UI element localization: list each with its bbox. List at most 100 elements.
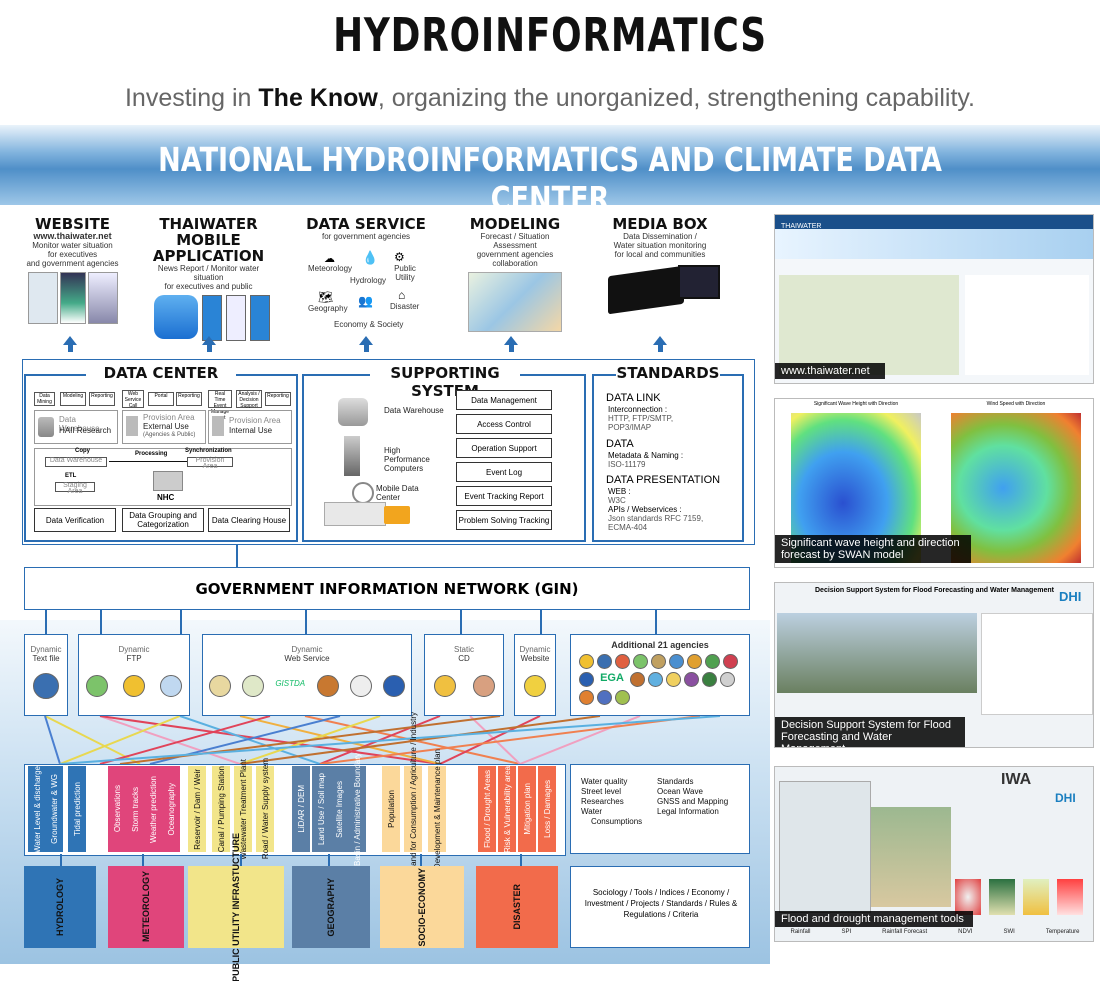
- extra-item: Standards: [657, 777, 694, 786]
- category-name: METEOROLOGY: [141, 871, 151, 943]
- standard-key: Metadata & Naming :: [608, 451, 684, 460]
- channel-sub: Monitor water situation: [32, 241, 113, 250]
- source-format: FTP: [126, 654, 142, 663]
- dc-tab: Reporting: [176, 392, 202, 406]
- agency-logo: [651, 654, 666, 669]
- standard-value: W3C: [608, 496, 626, 505]
- dc-label: Staging Area: [55, 482, 95, 495]
- connector: [305, 610, 307, 634]
- screenshot-caption: www.thaiwater.net: [775, 363, 885, 379]
- extra-item: Water quality: [581, 777, 628, 786]
- agency-logo: [383, 675, 406, 697]
- dhi-logo: DHI: [1055, 791, 1076, 805]
- database-icon: [338, 398, 368, 426]
- category-item: Flood / Drought Areas: [478, 766, 496, 852]
- category-item-label: Weather prediction: [148, 775, 158, 843]
- category-item-label: Land Use / Soil map: [316, 772, 326, 846]
- legend-label: NDVI: [958, 929, 973, 935]
- category-item: Risk & Vulnerability area: [498, 766, 516, 852]
- channel-data-service: DATA SERVICE for government agencies Met…: [306, 215, 426, 329]
- source-web-service: Dynamic Web Service GISTDA: [202, 634, 412, 716]
- page-title: HYDROINFORMATICS: [333, 8, 767, 62]
- dc-tab: Reporting: [89, 392, 115, 406]
- channel-title: DATA SERVICE: [306, 215, 426, 233]
- category-item-label: Road / Water Supply system: [260, 758, 270, 860]
- standard-value: Json standards RFC 7159,: [608, 514, 704, 523]
- category-item-label: Flood / Drought Areas: [482, 770, 492, 848]
- connector: [45, 610, 47, 634]
- category-item-label: Development & Maintenance plan: [432, 748, 442, 870]
- dc-label: External Use: [143, 422, 189, 431]
- standard-key: APIs / Webservices :: [608, 505, 682, 514]
- data-grouping-box: Data Grouping and Categorization: [122, 508, 204, 532]
- agencies-title: Additional 21 agencies: [611, 640, 709, 650]
- index-map: [989, 879, 1015, 915]
- connector: [460, 610, 462, 634]
- flood-drought-screenshot: IWA DHI Flood and drought management too…: [774, 766, 1094, 942]
- category-name: SOCIO-ECONOMY: [417, 867, 427, 947]
- media-box-device: [600, 265, 720, 315]
- category-public-utility-infrastucture: PUBLIC UTILITY INFRASTUCTURE: [188, 833, 284, 981]
- category-geography: GEOGRAPHY: [292, 866, 370, 948]
- category-item-label: Tidal prediction: [72, 782, 82, 836]
- category-item: LiDAR / DEM: [292, 766, 310, 852]
- arrow-line: [109, 461, 187, 462]
- connector: [655, 610, 657, 634]
- legend-label: Rainfall: [790, 929, 811, 935]
- category-item: Satellite Images: [330, 766, 348, 852]
- supporting-system-panel: SUPPORTING SYSTEM Data Warehouse High Pe…: [302, 364, 586, 542]
- source-ftp: Dynamic FTP: [78, 634, 190, 716]
- agency-logo: [524, 675, 546, 697]
- dc-label: Copy: [75, 448, 90, 454]
- channel-media-box: MEDIA BOX Data Dissemination / Water sit…: [600, 216, 720, 315]
- standards-panel: STANDARDS DATA LINK Interconnection : HT…: [592, 364, 744, 542]
- dss-header: Decision Support System for Flood Foreca…: [815, 587, 1054, 594]
- category-meteorology: METEOROLOGY: [108, 866, 184, 948]
- service-item: Geography: [308, 304, 348, 313]
- category-item-label: Mitigation plan: [522, 783, 532, 835]
- up-arrow-icon: [359, 336, 373, 352]
- truck-icon: [324, 502, 386, 526]
- data-clearing-house-box: Data Clearing House: [208, 508, 290, 532]
- channel-modeling: MODELING Forecast / Situation Assessment…: [460, 216, 570, 332]
- category-item: Canal / Pumping Station: [212, 766, 230, 852]
- swan-screenshot: Significant Wave Height with Direction W…: [774, 398, 1094, 568]
- agency-logo: [579, 672, 594, 687]
- screenshot-caption: Decision Support System for Flood Forecas…: [775, 717, 965, 747]
- agency-logo: [597, 654, 612, 669]
- truck-cab: [384, 506, 410, 524]
- provision-internal-box: Provision Area Internal Use: [208, 410, 292, 444]
- category-item-label: LiDAR / DEM: [296, 785, 306, 833]
- connection-lines: [44, 716, 721, 764]
- index-legend: Rainfall SPI Rainfall Forecast NDVI SWI …: [775, 929, 1093, 935]
- channel-sub: www.thaiwater.net: [33, 231, 112, 241]
- legend-label: SPI: [841, 929, 852, 935]
- standard-value: POP3/IMAP: [608, 423, 652, 432]
- extra-item: Researches: [581, 797, 624, 806]
- dc-label: Data Warehouse: [59, 415, 100, 433]
- dc-tab: Portal: [148, 392, 174, 406]
- drop-icon: 💧: [362, 250, 379, 265]
- agency-logo: [597, 690, 612, 705]
- category-item: Land Use / Soil map: [312, 766, 330, 852]
- iwa-logo: IWA: [1001, 771, 1032, 788]
- category-item-label: Risk & Vulnerability area: [502, 765, 512, 853]
- agency-logo: [579, 690, 594, 705]
- support-item: Event Tracking Report: [456, 486, 552, 506]
- standard-key: Interconnection :: [608, 405, 668, 414]
- satellite-map: [871, 807, 951, 907]
- map-title: Wind Speed with Direction: [986, 401, 1046, 407]
- category-item: Mitigation plan: [518, 766, 536, 852]
- up-arrow-icon: [63, 336, 77, 352]
- agency-logo: [615, 654, 630, 669]
- dc-label: Synchronization: [185, 448, 232, 454]
- category-disaster: DISASTER: [476, 866, 558, 948]
- source-text-file: Dynamic Text file: [24, 634, 68, 716]
- connector: [236, 545, 238, 567]
- standard-heading: DATA: [606, 438, 634, 450]
- support-label: High Performance Computers: [384, 446, 430, 473]
- service-item: Meteorology: [308, 264, 353, 273]
- index-map: [1023, 879, 1049, 915]
- database-icon: [38, 417, 54, 437]
- category-hydrology: HYDROLOGY: [24, 866, 96, 948]
